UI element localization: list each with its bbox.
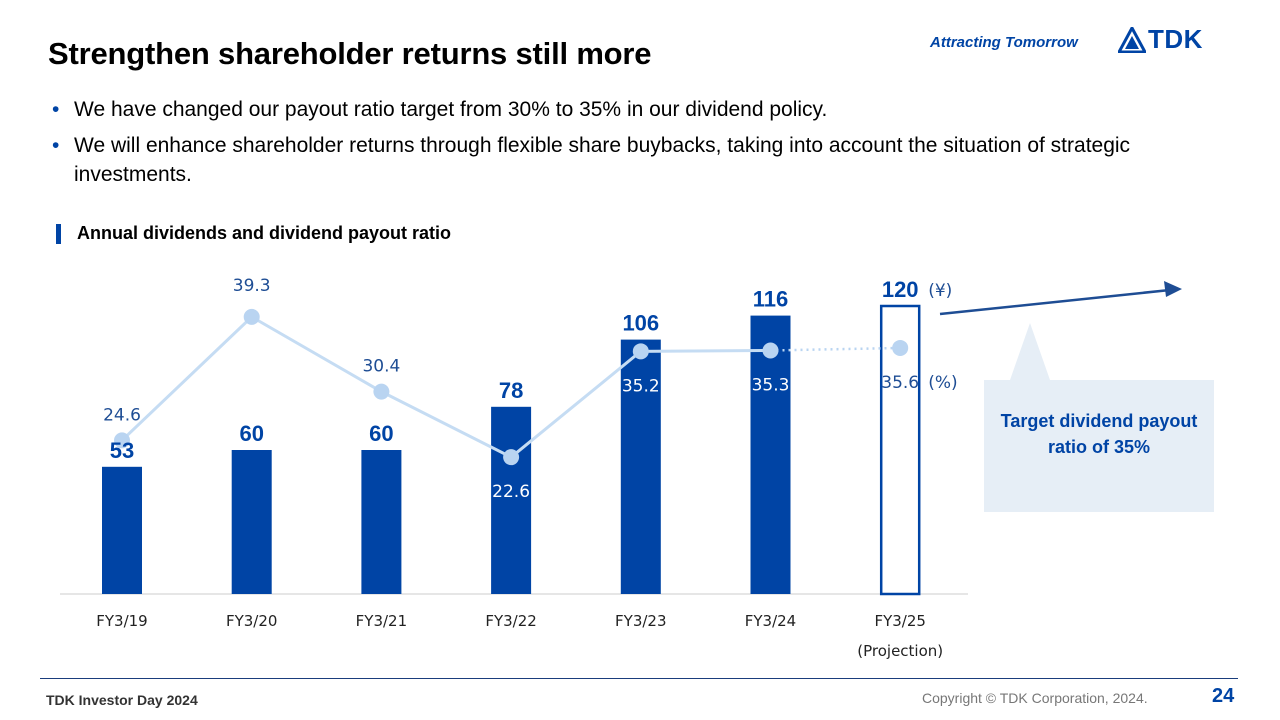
bullet-item: • We have changed our payout ratio target… <box>52 95 1232 124</box>
logo-text: TDK <box>1148 24 1203 54</box>
payout-label: 35.6 <box>881 373 919 393</box>
dividend-label: 106 <box>622 311 659 336</box>
tdk-logo: TDK <box>1118 24 1203 55</box>
dividend-label: 78 <box>499 378 523 403</box>
payout-point <box>503 449 520 466</box>
footer-event: TDK Investor Day 2024 <box>46 692 198 708</box>
payout-point <box>373 383 390 400</box>
percent-unit-label: (%) <box>928 373 957 393</box>
bar-dividend <box>361 450 402 594</box>
payout-point <box>243 308 260 325</box>
callout-text: Target dividend payout ratio of 35% <box>1000 411 1198 457</box>
bar-dividend <box>102 466 142 594</box>
payout-point <box>762 342 779 359</box>
payout-line <box>120 315 771 459</box>
category-label: FY3/22 <box>485 612 536 630</box>
payout-line-projection <box>770 346 901 352</box>
trend-arrowhead <box>1164 281 1182 297</box>
category-label: FY3/19 <box>96 612 147 630</box>
payout-label: 30.4 <box>362 357 400 377</box>
bar-dividend <box>750 315 791 594</box>
yen-unit-label: (¥) <box>928 281 952 301</box>
bullet-item: • We will enhance shareholder returns thr… <box>52 131 1232 189</box>
category-label: FY3/21 <box>356 612 407 630</box>
section-title: Annual dividends and dividend payout rat… <box>77 223 452 243</box>
payout-label: 35.2 <box>622 376 660 396</box>
section-heading: Annual dividends and dividend payout rat… <box>56 223 451 244</box>
tdk-emblem-icon <box>1118 26 1146 53</box>
footer-copyright: Copyright © TDK Corporation, 2024. <box>922 690 1148 706</box>
category-label: FY3/23 <box>615 612 666 630</box>
callout-box <box>984 323 1214 512</box>
dividend-label: 53 <box>110 438 134 463</box>
trend-arrow <box>939 288 1171 316</box>
payout-point <box>632 343 649 360</box>
brand-tagline: Attracting Tomorrow <box>930 34 1078 51</box>
payout-point <box>892 339 909 356</box>
bar-dividend <box>620 339 661 594</box>
payout-point <box>114 432 130 449</box>
bullet-text: We will enhance shareholder returns thro… <box>74 134 1131 186</box>
category-label: FY3/25 <box>874 612 925 630</box>
payout-label: 22.6 <box>492 482 530 502</box>
bullet-list: • We have changed our payout ratio target… <box>52 95 1232 196</box>
category-label: FY3/24 <box>745 612 796 630</box>
page-number: 24 <box>1212 685 1235 707</box>
payout-label: 24.6 <box>103 405 141 425</box>
bar-dividend <box>231 450 272 594</box>
payout-label: 39.3 <box>233 276 271 296</box>
bullet-dot: • <box>52 134 60 157</box>
footer-divider <box>40 678 1238 679</box>
payout-label: 35.3 <box>752 375 790 395</box>
dividend-label: 60 <box>369 421 393 446</box>
bar-dividend <box>491 406 532 594</box>
bullet-text: We have changed our payout ratio target … <box>74 98 828 121</box>
section-marker <box>56 223 61 244</box>
dividend-label: 60 <box>239 421 263 446</box>
category-label: FY3/20 <box>226 612 277 630</box>
projection-note: (Projection) <box>857 642 943 660</box>
page-title: Strengthen shareholder returns still mor… <box>48 36 652 71</box>
bullet-dot: • <box>52 98 60 121</box>
dividend-label: 120 <box>882 277 919 302</box>
dividend-label: 116 <box>753 287 789 312</box>
